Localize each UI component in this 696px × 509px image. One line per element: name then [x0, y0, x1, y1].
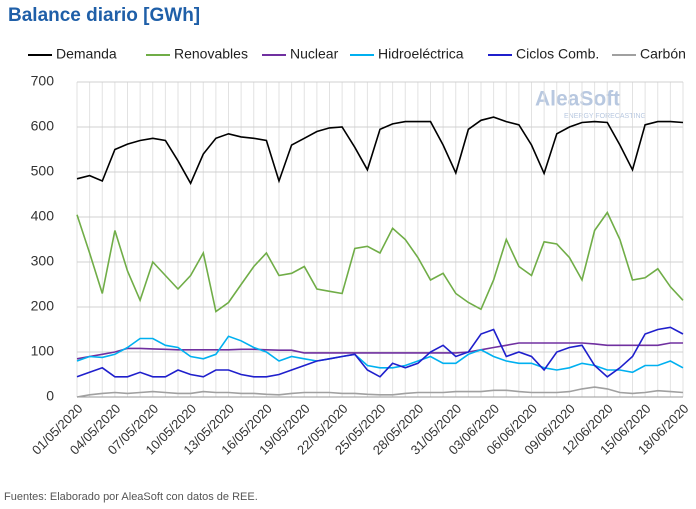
series-line	[76, 210, 684, 313]
y-tick-label: 0	[46, 388, 54, 404]
series-line	[76, 386, 684, 398]
source-note: Fuentes: Elaborado por AleaSoft con dato…	[4, 491, 258, 503]
y-tick-label: 600	[31, 118, 55, 134]
legend-label: Hidroeléctrica	[378, 46, 464, 62]
y-tick-label: 300	[31, 253, 55, 269]
series-line	[76, 342, 683, 360]
series-line	[76, 326, 684, 378]
y-tick-label: 400	[31, 208, 55, 224]
legend-label: Demanda	[56, 46, 117, 62]
y-tick-label: 700	[31, 73, 55, 89]
y-tick-label: 100	[31, 343, 55, 359]
legend-label: Nuclear	[290, 46, 339, 62]
legend-label: Carbón	[640, 46, 686, 62]
y-tick-label: 200	[31, 298, 55, 314]
series-line	[76, 116, 684, 186]
legend-label: Ciclos Comb.	[516, 46, 599, 62]
logo-tagline: ENERGY FORECASTING	[564, 113, 646, 120]
series-line	[76, 335, 684, 374]
y-tick-label: 500	[31, 163, 55, 179]
legend-label: Renovables	[174, 46, 248, 62]
chart-title: Balance diario [GWh]	[8, 5, 200, 26]
